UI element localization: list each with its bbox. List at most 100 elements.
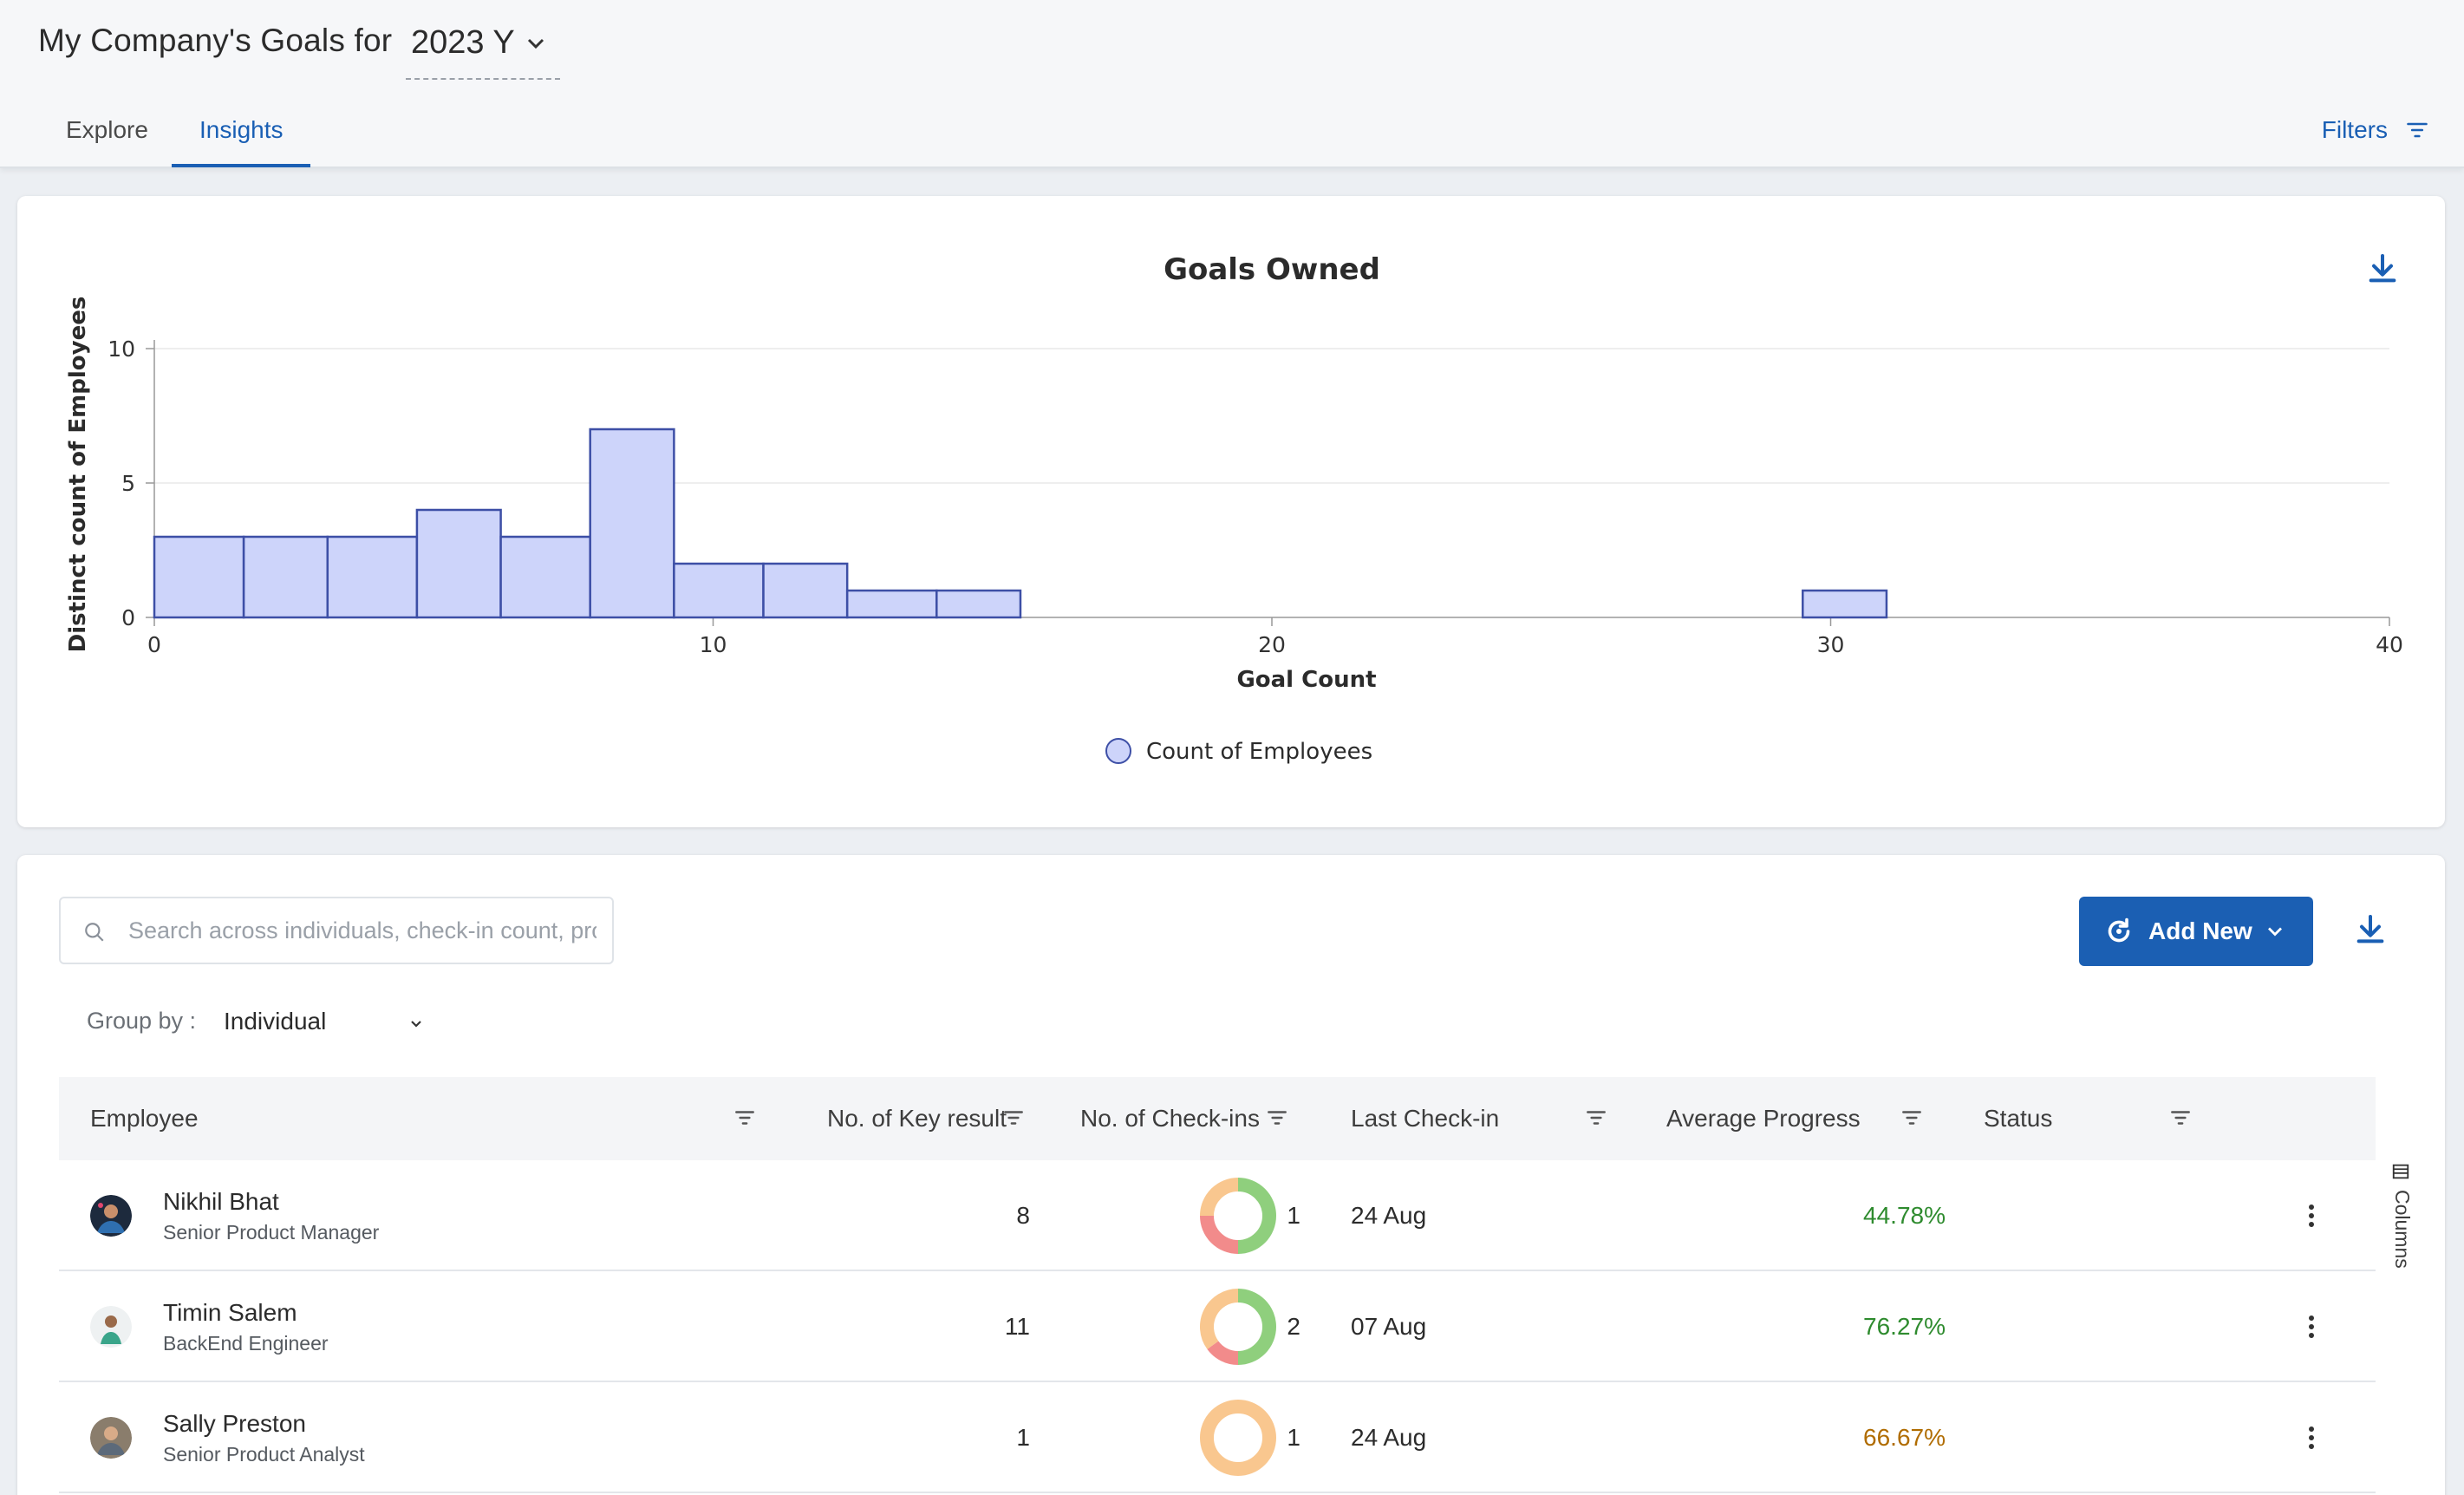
y-tick-label: 5	[121, 471, 135, 496]
x-tick-label: 0	[147, 632, 161, 657]
goals-owned-chart: Goals Owned 0 5 10 0 10 20 30 40 Goal Count Distin…	[65, 252, 2403, 765]
avatar	[90, 1195, 132, 1237]
status-segment-orange	[1200, 1178, 1239, 1217]
filters-button[interactable]: Filters	[2322, 116, 2429, 144]
filter-icon[interactable]	[1266, 1107, 1288, 1129]
x-tick-label: 30	[1817, 632, 1845, 657]
legend-label: Count of Employees	[1146, 739, 1372, 765]
last-checkin-date: 07 Aug	[1351, 1313, 1427, 1340]
goals-owned-chart-card: Goals Owned 0 5 10 0 10 20 30 40 Goal Count Distin…	[17, 196, 2445, 827]
employee-role: Senior Product Manager	[163, 1221, 380, 1244]
add-new-label: Add New	[2148, 917, 2252, 944]
page-header: My Company's Goals for 2023 Y Explore In…	[0, 0, 2464, 168]
last-checkin-date: 24 Aug	[1351, 1202, 1427, 1229]
column-header-status: Status	[1984, 1105, 2053, 1132]
status-segment-red	[1200, 1215, 1239, 1254]
filters-label: Filters	[2321, 116, 2388, 143]
tab-insights[interactable]: Insights	[199, 116, 284, 143]
group-by-dropdown[interactable]: Individual	[224, 1008, 432, 1035]
more-options-icon[interactable]	[2294, 1420, 2329, 1455]
histogram-bar	[673, 562, 765, 619]
filter-icon[interactable]	[733, 1107, 756, 1129]
x-axis-label: Goal Count	[1236, 667, 1376, 693]
histogram-bar	[499, 535, 591, 619]
filter-icon[interactable]	[1002, 1107, 1025, 1129]
active-tab-indicator	[172, 164, 310, 167]
key-results-count: 1	[1016, 1424, 1030, 1451]
employee-name[interactable]: Timin Salem	[163, 1299, 297, 1326]
status-segment-green	[1237, 1289, 1276, 1365]
average-progress: 44.78%	[1863, 1202, 1946, 1229]
group-by-value: Individual	[224, 1008, 327, 1035]
filter-icon	[2407, 122, 2428, 138]
page-title: My Company's Goals for	[38, 23, 393, 58]
chevron-down-icon	[411, 1021, 421, 1028]
histogram-bar	[935, 589, 1022, 619]
y-axis-label: Distinct count of Employees	[65, 297, 91, 653]
search-box[interactable]	[59, 897, 614, 964]
histogram-bar	[242, 535, 329, 619]
histogram-bar	[589, 428, 675, 619]
table-row[interactable]: Sally Preston Senior Product Analyst 1 1…	[59, 1382, 2376, 1493]
download-chart-icon[interactable]	[2365, 251, 2400, 286]
y-tick-label: 0	[121, 605, 135, 630]
columns-label: Columns	[2391, 1190, 2414, 1269]
key-results-count: 8	[1016, 1202, 1030, 1229]
histogram-bar	[326, 535, 419, 619]
checkins-count: 2	[1287, 1313, 1300, 1340]
employee-role: BackEnd Engineer	[163, 1332, 329, 1355]
group-by-label: Group by :	[87, 1008, 197, 1034]
column-header-employee: Employee	[90, 1105, 199, 1132]
status-donut	[1200, 1400, 1276, 1476]
table-header: Employee No. of Key result No. of Check-…	[59, 1077, 2376, 1160]
filter-icon[interactable]	[2169, 1107, 2192, 1129]
column-header-checkins: No. of Check-ins	[1080, 1105, 1260, 1132]
tab-explore[interactable]: Explore	[66, 116, 148, 143]
columns-icon	[2392, 1164, 2409, 1179]
column-header-last-checkin: Last Check-in	[1351, 1105, 1500, 1132]
x-tick-label: 40	[2376, 632, 2403, 657]
average-progress: 66.67%	[1863, 1424, 1946, 1451]
avatar	[90, 1306, 132, 1348]
columns-panel-toggle[interactable]: Columns	[2376, 1160, 2428, 1299]
status-segment-orange	[1200, 1400, 1276, 1476]
histogram-bar	[153, 535, 245, 619]
table-row[interactable]: Nikhil Bhat Senior Product Manager 8 1 2…	[59, 1160, 2376, 1271]
search-input[interactable]	[128, 911, 596, 950]
checkins-count: 1	[1287, 1424, 1300, 1451]
y-tick-label: 10	[108, 336, 135, 362]
refresh-icon	[2108, 917, 2130, 943]
status-donut	[1200, 1178, 1276, 1254]
histogram-bar	[1802, 589, 1888, 619]
year-dropdown[interactable]: 2023 Y	[406, 19, 560, 80]
status-segment-orange	[1200, 1289, 1239, 1349]
employee-name[interactable]: Nikhil Bhat	[163, 1188, 279, 1215]
download-table-icon[interactable]	[2353, 912, 2388, 947]
histogram-bar	[415, 508, 502, 619]
chart-title: Goals Owned	[1164, 252, 1380, 287]
avatar	[90, 1417, 132, 1459]
employee-goals-table-card: Add New Group by : Individual Employee N…	[17, 855, 2445, 1495]
histogram-bar	[762, 562, 849, 619]
last-checkin-date: 24 Aug	[1351, 1424, 1427, 1451]
search-icon	[85, 923, 104, 942]
employee-name[interactable]: Sally Preston	[163, 1410, 306, 1437]
legend-marker	[1105, 738, 1131, 764]
add-new-button[interactable]: Add New	[2079, 897, 2313, 966]
key-results-count: 11	[1004, 1313, 1030, 1340]
column-header-average-progress: Average Progress	[1666, 1105, 1861, 1132]
more-options-icon[interactable]	[2294, 1309, 2329, 1344]
more-options-icon[interactable]	[2294, 1198, 2329, 1233]
status-segment-green	[1237, 1178, 1276, 1254]
checkins-count: 1	[1287, 1202, 1300, 1229]
x-tick-label: 20	[1258, 632, 1286, 657]
year-value: 2023 Y	[411, 24, 515, 61]
column-header-key-results: No. of Key result	[827, 1105, 1007, 1132]
status-segment-red	[1207, 1341, 1239, 1365]
table-row[interactable]: Timin Salem BackEnd Engineer 11 2 07 Aug…	[59, 1271, 2376, 1382]
histogram-bar	[845, 589, 938, 619]
filter-icon[interactable]	[1585, 1107, 1607, 1129]
filter-icon[interactable]	[1900, 1107, 1923, 1129]
x-tick-label: 10	[700, 632, 727, 657]
average-progress: 76.27%	[1863, 1313, 1946, 1340]
